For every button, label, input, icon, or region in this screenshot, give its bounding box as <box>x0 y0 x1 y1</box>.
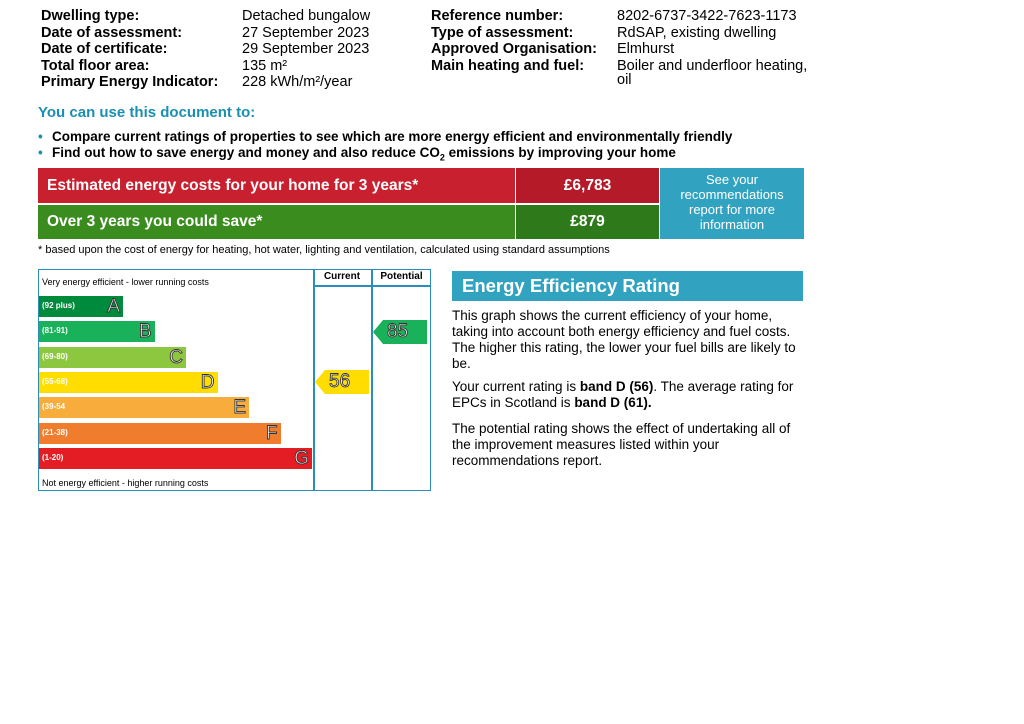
rating-para-1: This graph shows the current efficiency … <box>452 308 796 371</box>
band-g: (1-20) G <box>39 447 312 469</box>
band-letter: A <box>107 296 121 318</box>
band-range: (21-38) <box>42 427 68 437</box>
band-range: (1-20) <box>42 452 64 462</box>
bullet-text-post: emissions by improving your home <box>444 145 676 160</box>
band-e: (39-54 E <box>39 397 249 419</box>
average-band-text: band D (61). <box>574 395 652 410</box>
chart-header-line <box>313 285 431 287</box>
chart-divider-potential <box>371 269 373 491</box>
floor-area-value: 135 m² <box>242 57 288 74</box>
approved-org-value: Elmhurst <box>617 41 675 57</box>
chart-divider-current <box>313 269 315 491</box>
rating-description-2: Your current rating is band D (56). The … <box>452 379 802 411</box>
assessment-date-label: Date of assessment: <box>41 24 183 41</box>
current-band-text: band D (56) <box>579 379 654 394</box>
bullet-text: Compare current ratings of properties to… <box>52 129 733 144</box>
floor-area-label: Total floor area: <box>41 57 150 74</box>
save-row: Over 3 years you could save* <box>38 205 515 239</box>
certificate-date-value: 29 September 2023 <box>242 41 370 57</box>
recommendations-text: See your recommendations report for more… <box>680 172 784 232</box>
assessment-type-label: Type of assessment: <box>431 24 574 41</box>
band-f: (21-38) F <box>39 422 281 444</box>
rating-description-3: The potential rating shows the effect of… <box>452 421 802 469</box>
current-arrow-shape <box>315 370 369 395</box>
estimated-cost-label: Estimated energy costs for your home for… <box>47 177 419 194</box>
band-range: (55-68) <box>42 376 68 386</box>
rating-chart <box>38 269 431 491</box>
save-label: Over 3 years you could save* <box>47 213 263 230</box>
band-range: (92 plus) <box>42 301 75 310</box>
recommendations-box[interactable]: See your recommendations report for more… <box>660 168 804 239</box>
column-potential-label: Potential <box>380 271 423 282</box>
certificate-date-label: Date of certificate: <box>41 41 168 57</box>
reference-number-value: 8202-6737-3422-7623-1173 <box>617 8 797 24</box>
save-value-cell: £879 <box>516 205 659 239</box>
cost-footnote: * based upon the cost of energy for heat… <box>38 244 610 256</box>
heating-fuel-value-line2: oil <box>617 72 632 88</box>
dwelling-type-label: Dwelling type: <box>41 8 140 24</box>
rating-para-2-a: Your current rating is <box>452 379 580 394</box>
band-range: (81-91) <box>42 326 68 336</box>
bullet-dot: • <box>38 129 43 144</box>
bullet-list: • Compare current ratings of properties t… <box>38 129 838 166</box>
use-heading: You can use this document to: <box>38 104 256 121</box>
energy-indicator-label: Primary Energy Indicator: <box>41 74 219 90</box>
potential-arrow-shape <box>373 319 427 344</box>
band-letter: C <box>169 346 184 368</box>
band-c: (69-80) C <box>39 346 186 368</box>
rating-panel-title: Energy Efficiency Rating <box>452 271 803 301</box>
bullet-dot: • <box>38 145 43 160</box>
assessment-type-value: RdSAP, existing dwelling <box>617 24 777 41</box>
current-rating-value: 56 <box>329 371 351 393</box>
band-letter: G <box>294 447 310 469</box>
band-letter: B <box>138 321 152 343</box>
reference-number-label: Reference number: <box>431 8 564 24</box>
band-d: (55-68) D <box>39 371 218 393</box>
current-rating-arrow: 56 <box>315 370 369 395</box>
estimated-cost-value-cell: £6,783 <box>516 168 659 203</box>
band-letter: F <box>265 422 278 444</box>
band-a: (92 plus) A <box>39 296 123 317</box>
chart-top-label: Very energy efficient - lower running co… <box>42 277 209 287</box>
dwelling-type-value: Detached bungalow <box>242 8 371 24</box>
potential-rating-value: 85 <box>387 320 409 342</box>
bullet-item: • Find out how to save energy and money a… <box>38 145 838 166</box>
band-range: (69-80) <box>42 351 68 361</box>
estimated-cost-value: £6,783 <box>563 177 612 194</box>
band-range: (39-54 <box>42 402 66 412</box>
rating-description-1: This graph shows the current efficiency … <box>452 308 802 372</box>
approved-org-label: Approved Organisation: <box>431 41 597 57</box>
bullet-item: • Compare current ratings of properties t… <box>38 129 838 145</box>
estimated-cost-row: Estimated energy costs for your home for… <box>38 168 515 203</box>
band-b: (81-91) B <box>39 321 155 343</box>
heating-fuel-value: Boiler and underfloor heating, <box>617 57 808 74</box>
potential-rating-arrow: 85 <box>373 319 427 344</box>
bullet-text-pre: Find out how to save energy and money an… <box>52 145 440 160</box>
band-letter: D <box>200 371 215 393</box>
column-current-label: Current <box>323 271 361 282</box>
energy-indicator-value: 228 kWh/m²/year <box>242 74 353 90</box>
heating-fuel-label: Main heating and fuel: <box>431 57 585 74</box>
rating-para-2: Your current rating is band D (56). The … <box>452 379 802 411</box>
save-value: £879 <box>570 213 605 230</box>
assessment-date-value: 27 September 2023 <box>242 24 370 41</box>
chart-bottom-label: Not energy efficient - higher running co… <box>42 478 209 488</box>
rating-para-3: The potential rating shows the effect of… <box>452 421 791 468</box>
bullet-subscript: 2 <box>439 152 445 163</box>
rating-para-2-c: . The average rating for EPCs in Scotlan… <box>452 379 794 410</box>
band-letter: E <box>233 397 247 419</box>
